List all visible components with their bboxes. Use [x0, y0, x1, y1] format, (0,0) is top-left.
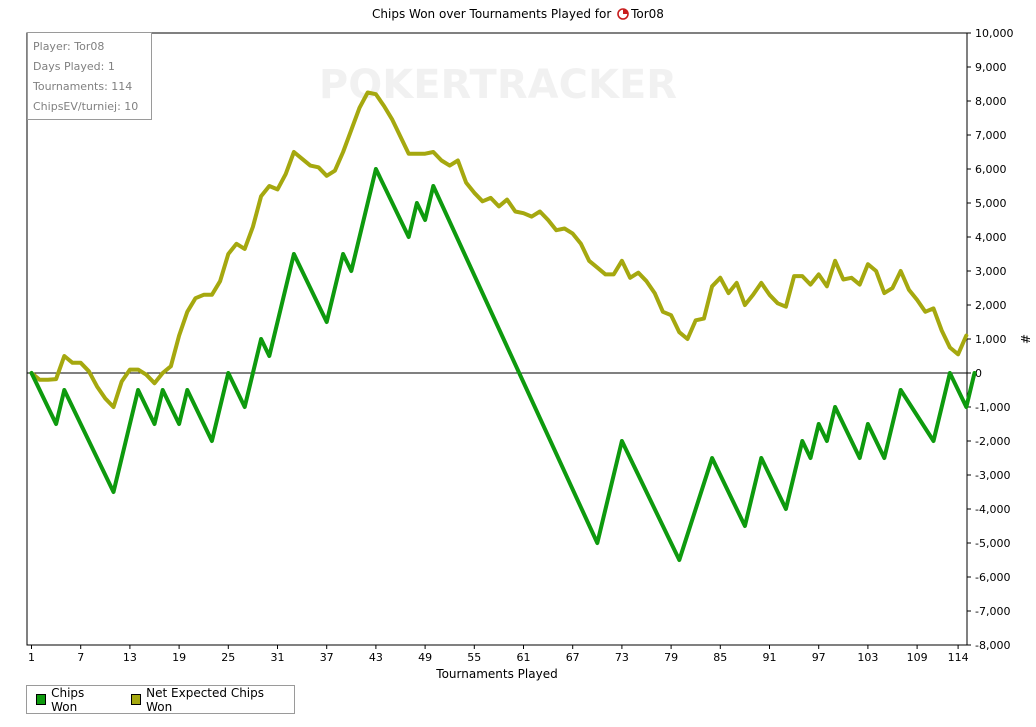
- x-tick-label: 25: [221, 651, 235, 664]
- chart-title: Chips Won over Tournaments Played for To…: [0, 7, 1036, 23]
- y-tick-label: 2,000: [975, 299, 1007, 312]
- pokertracker-watermark: POKERTRACKER: [319, 62, 677, 108]
- info-days-played: Days Played: 1: [33, 60, 115, 73]
- y-tick-label: -4,000: [975, 503, 1010, 516]
- y-tick-label: 0: [975, 367, 982, 380]
- y-tick-label: 3,000: [975, 265, 1007, 278]
- y-tick-label: 8,000: [975, 95, 1007, 108]
- y-tick-label: -8,000: [975, 639, 1010, 652]
- x-tick-label: 43: [369, 651, 383, 664]
- y-tick-label: -3,000: [975, 469, 1010, 482]
- y-tick-label: 7,000: [975, 129, 1007, 142]
- x-tick-label: 49: [418, 651, 432, 664]
- legend: Chips Won Net Expected Chips Won: [26, 685, 295, 714]
- x-tick-label: 19: [172, 651, 186, 664]
- y-tick-label: -1,000: [975, 401, 1010, 414]
- x-tick-label: 67: [566, 651, 580, 664]
- chart-title-prefix: Chips Won over Tournaments Played for: [372, 7, 612, 21]
- info-player: Player: Tor08: [33, 40, 105, 53]
- info-tournaments: Tournaments: 114: [33, 80, 133, 93]
- plot-frame: [26, 32, 968, 646]
- legend-item-net-expected: Net Expected Chips Won: [130, 685, 280, 714]
- legend-label-net-expected: Net Expected Chips Won: [146, 685, 265, 714]
- series-line-net-expected-chips-won: [29, 90, 969, 409]
- legend-item-chips-won: Chips Won: [36, 686, 108, 714]
- x-tick-label: 7: [77, 651, 84, 664]
- x-tick-label: 109: [907, 651, 928, 664]
- y-axis-title: #: [1018, 334, 1032, 344]
- player-info-box: Player: Tor08 Days Played: 1 Tournaments…: [27, 32, 152, 120]
- pokertracker-logo-icon: [617, 8, 629, 23]
- y-tick-label: -6,000: [975, 571, 1010, 584]
- y-tick-label: 9,000: [975, 61, 1007, 74]
- x-tick-label: 55: [467, 651, 481, 664]
- y-tick-label: 5,000: [975, 197, 1007, 210]
- x-axis-title: Tournaments Played: [435, 667, 557, 681]
- x-tick-label: 91: [763, 651, 777, 664]
- x-tick-label: 103: [857, 651, 878, 664]
- x-tick-label: 61: [517, 651, 531, 664]
- y-tick-label: 10,000: [975, 27, 1014, 40]
- series-line-chips-won: [29, 167, 977, 562]
- y-tick-label: -5,000: [975, 537, 1010, 550]
- legend-swatch-net-expected: [130, 694, 142, 705]
- legend-label-chips-won: Chips Won: [51, 685, 85, 714]
- x-tick-label: 85: [713, 651, 727, 664]
- legend-swatch-chips-won: [36, 694, 47, 705]
- y-tick-label: -7,000: [975, 605, 1010, 618]
- y-tick-label: 4,000: [975, 231, 1007, 244]
- y-tick-label: 1,000: [975, 333, 1007, 346]
- x-tick-label: 114: [948, 651, 969, 664]
- info-chipsev: ChipsEV/turniej: 10: [33, 100, 139, 113]
- x-tick-label: 97: [812, 651, 826, 664]
- x-tick-label: 79: [664, 651, 678, 664]
- x-tick-label: 1: [28, 651, 35, 664]
- x-tick-label: 73: [615, 651, 629, 664]
- y-tick-label: -2,000: [975, 435, 1010, 448]
- chart-title-player: Tor08: [631, 7, 664, 21]
- x-tick-label: 13: [123, 651, 137, 664]
- x-tick-label: 37: [320, 651, 334, 664]
- y-tick-label: 6,000: [975, 163, 1007, 176]
- x-tick-label: 31: [271, 651, 285, 664]
